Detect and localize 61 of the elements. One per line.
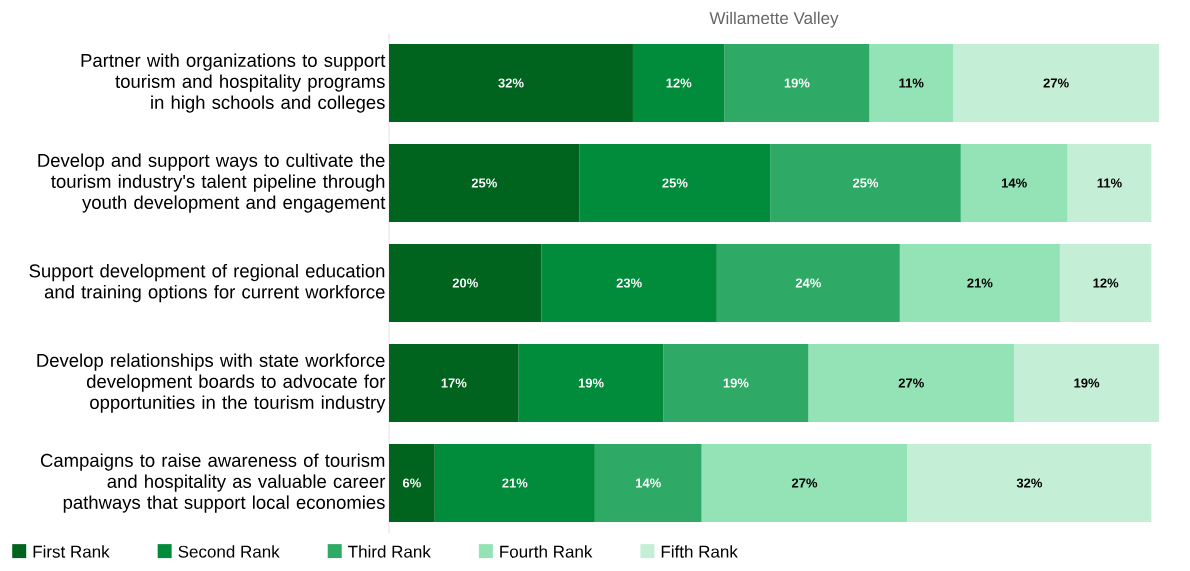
- bar: [541, 244, 717, 323]
- data-label: 24%: [795, 278, 821, 288]
- bar: [389, 144, 580, 222]
- legend-label: First Rank: [33, 545, 110, 558]
- data-label: 14%: [636, 478, 661, 488]
- y-tick-label: Campaigns to raise awareness of tourism and hospitality as valuable career pathways that support local economies: [40, 453, 386, 513]
- legend-label: Third Rank: [348, 545, 431, 558]
- bar: [770, 144, 961, 222]
- bar: [960, 144, 1068, 222]
- data-label: 14%: [1001, 178, 1027, 188]
- bar: [632, 44, 725, 122]
- data-label: 19%: [723, 378, 749, 388]
- chart-title: Willamette Valley: [709, 11, 839, 28]
- bar: [594, 444, 702, 523]
- bar: [389, 344, 519, 423]
- legend-label: Fourth Rank: [500, 545, 593, 558]
- legend-label: Fifth Rank: [661, 545, 738, 558]
- data-label: 19%: [784, 78, 810, 88]
- bar: [1059, 244, 1152, 323]
- data-label: 25%: [662, 178, 688, 188]
- data-label: 32%: [498, 78, 524, 88]
- data-label: 12%: [666, 78, 692, 88]
- bar: [899, 244, 1060, 323]
- data-label: 20%: [452, 278, 478, 288]
- data-label: 25%: [852, 178, 879, 188]
- bar: [1014, 344, 1160, 423]
- bar: [869, 44, 954, 122]
- data-label: 19%: [1074, 378, 1100, 388]
- data-label: 25%: [471, 178, 497, 188]
- bar: [907, 444, 1152, 523]
- y-tick-label: Develop and support ways to cultivate the tourism industry's talent pipeline through youth development and engagement: [38, 153, 386, 213]
- y-tick-label: Develop relationships with state workforce development boards to advocate for opportunities in the tourism industry: [37, 353, 386, 413]
- bar: [389, 444, 435, 523]
- data-label: 11%: [1097, 178, 1122, 188]
- bar: [701, 444, 908, 523]
- bar: [953, 44, 1160, 122]
- y-tick-label: Support development of regional education and training options for current workforce: [29, 263, 385, 303]
- bar: [389, 244, 542, 323]
- data-label: 21%: [502, 478, 528, 488]
- bar: [1067, 144, 1152, 222]
- data-label: 23%: [616, 278, 642, 288]
- y-tick-label: Partner with organizations to support tourism and hospitality programs in high schools and colleges: [81, 53, 386, 113]
- bar: [716, 244, 900, 323]
- bar: [808, 344, 1015, 423]
- bar: [663, 344, 809, 423]
- data-label: 27%: [791, 478, 818, 488]
- data-label: 11%: [899, 78, 924, 88]
- data-label: 17%: [441, 378, 467, 388]
- data-label: 6%: [402, 478, 421, 488]
- data-label: 19%: [578, 378, 604, 388]
- legend-label: Second Rank: [178, 545, 280, 558]
- data-label: 27%: [898, 378, 924, 388]
- data-label: 27%: [1043, 78, 1069, 88]
- bar: [434, 444, 595, 523]
- bar: [724, 44, 870, 122]
- data-label: 32%: [1016, 478, 1043, 488]
- bar: [518, 344, 664, 423]
- bar: [579, 144, 771, 222]
- data-label: 21%: [967, 278, 993, 288]
- bar: [389, 44, 633, 122]
- data-label: 12%: [1093, 278, 1119, 288]
